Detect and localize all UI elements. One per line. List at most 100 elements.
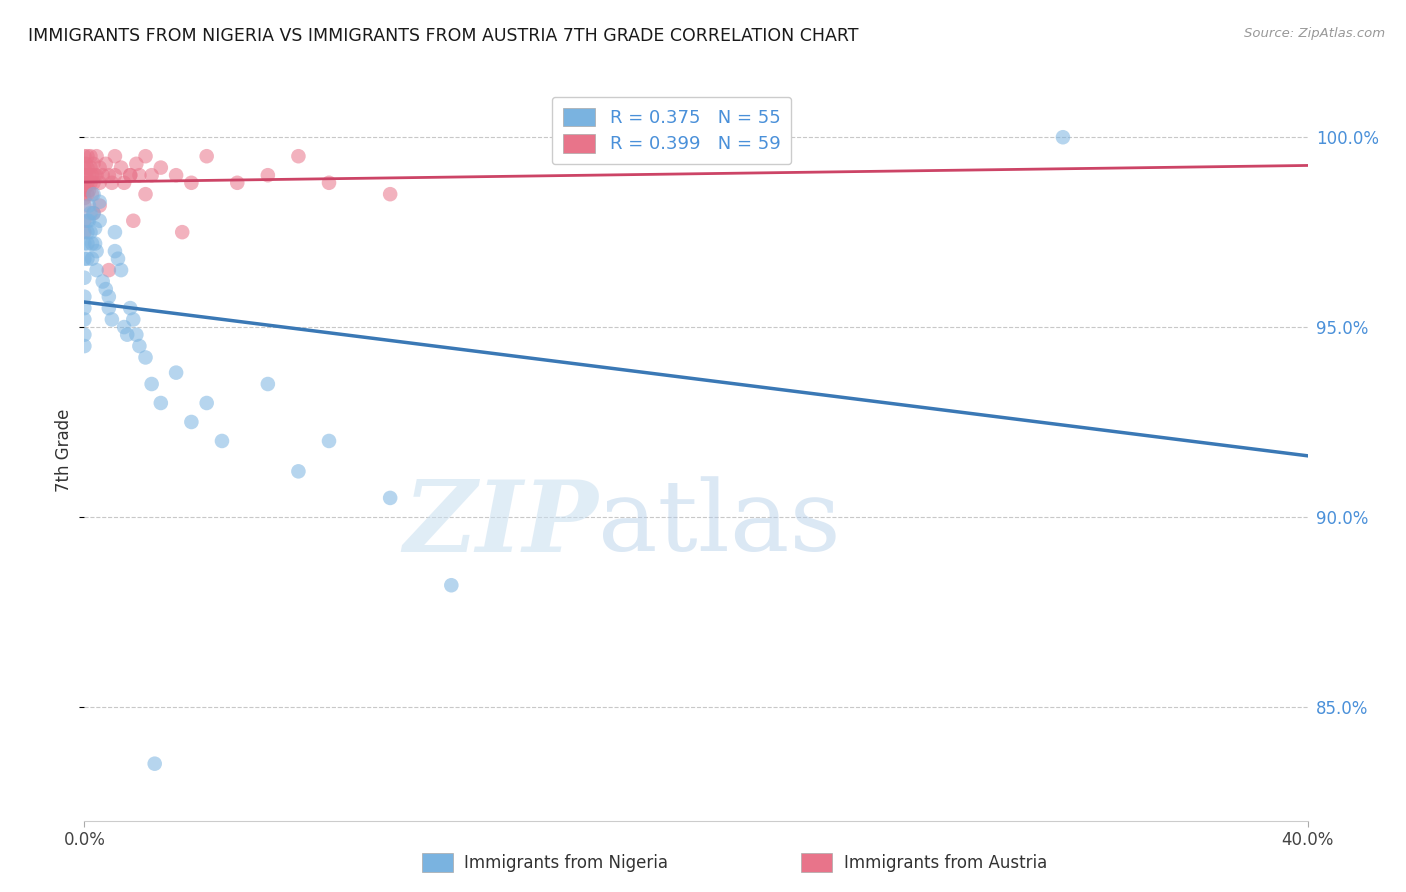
Point: [76, 149, 98, 163]
Point: [73, 191, 96, 205]
Point: [75, 157, 97, 171]
Point: [83, 176, 105, 190]
Point: [101, 176, 124, 190]
Point: [73, 176, 96, 190]
Point: [77, 168, 100, 182]
Point: [143, 756, 166, 771]
Point: [73, 270, 96, 285]
Point: [73, 327, 96, 342]
Text: Immigrants from Austria: Immigrants from Austria: [844, 854, 1047, 871]
Point: [91, 275, 114, 289]
Point: [125, 327, 148, 342]
Point: [180, 176, 202, 190]
Point: [149, 161, 172, 175]
Point: [89, 213, 111, 227]
Point: [97, 168, 120, 182]
Point: [107, 252, 129, 266]
Point: [165, 366, 187, 380]
Text: atlas: atlas: [598, 476, 841, 573]
Point: [89, 198, 111, 212]
Point: [122, 312, 145, 326]
Point: [89, 176, 111, 190]
Point: [141, 168, 163, 182]
Point: [86, 149, 108, 163]
Point: [380, 187, 402, 202]
Point: [135, 149, 157, 163]
Point: [1052, 130, 1074, 145]
Point: [86, 244, 108, 259]
Point: [84, 221, 107, 235]
Point: [73, 252, 96, 266]
Point: [125, 157, 148, 171]
Point: [80, 168, 103, 182]
Point: [77, 213, 100, 227]
Point: [89, 161, 111, 175]
Point: [86, 168, 108, 182]
Point: [112, 176, 135, 190]
Text: ZIP: ZIP: [404, 476, 598, 573]
Point: [112, 320, 135, 334]
Point: [73, 168, 96, 182]
Point: [76, 161, 98, 175]
Point: [380, 491, 402, 505]
Point: [257, 168, 280, 182]
Point: [76, 252, 98, 266]
Point: [141, 377, 163, 392]
Point: [97, 263, 120, 277]
Point: [94, 282, 117, 296]
Point: [79, 176, 101, 190]
Point: [149, 396, 172, 410]
Point: [89, 194, 111, 209]
Point: [79, 149, 101, 163]
Point: [120, 168, 142, 182]
Point: [226, 176, 249, 190]
Point: [79, 161, 101, 175]
Point: [73, 290, 96, 304]
Point: [73, 198, 96, 212]
Point: [110, 161, 132, 175]
Point: [287, 149, 309, 163]
Point: [101, 312, 124, 326]
Point: [86, 263, 108, 277]
Point: [76, 187, 98, 202]
Point: [73, 236, 96, 251]
Point: [73, 225, 96, 239]
Point: [135, 351, 157, 365]
Point: [110, 263, 132, 277]
Point: [104, 225, 127, 239]
Point: [73, 301, 96, 315]
Point: [195, 149, 218, 163]
Point: [79, 225, 101, 239]
Point: [104, 168, 127, 182]
Point: [80, 187, 103, 202]
Text: Source: ZipAtlas.com: Source: ZipAtlas.com: [1244, 27, 1385, 40]
Point: [318, 176, 340, 190]
Point: [318, 434, 340, 448]
Point: [73, 183, 96, 197]
Point: [97, 290, 120, 304]
Point: [80, 252, 103, 266]
Point: [75, 179, 97, 194]
Point: [128, 168, 150, 182]
Point: [76, 225, 98, 239]
Point: [73, 339, 96, 353]
Point: [80, 236, 103, 251]
Point: [287, 464, 309, 478]
Point: [128, 339, 150, 353]
Point: [76, 176, 98, 190]
Point: [73, 213, 96, 227]
Point: [83, 187, 105, 202]
Point: [83, 157, 105, 171]
Point: [77, 198, 100, 212]
Point: [91, 168, 114, 182]
Point: [79, 206, 101, 220]
Point: [83, 206, 105, 220]
Point: [172, 225, 194, 239]
Point: [73, 149, 96, 163]
Legend: R = 0.375   N = 55, R = 0.399   N = 59: R = 0.375 N = 55, R = 0.399 N = 59: [551, 96, 792, 164]
Text: Immigrants from Nigeria: Immigrants from Nigeria: [464, 854, 668, 871]
Point: [84, 168, 107, 182]
Point: [165, 168, 187, 182]
Point: [120, 168, 142, 182]
Point: [84, 236, 107, 251]
